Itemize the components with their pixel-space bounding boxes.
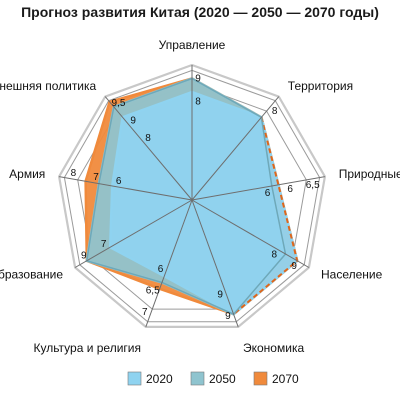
- axis-labels: Управление Территория Природные Население Эк…: [0, 38, 400, 355]
- axis-label: Армия: [9, 167, 45, 181]
- legend-label-2050: 2050: [209, 372, 236, 386]
- grid-ring: [57, 63, 327, 328]
- value-label: 9: [195, 74, 201, 85]
- value-label: 8: [195, 97, 201, 108]
- value-label: 6: [116, 176, 122, 187]
- spoke-7: [59, 176, 193, 201]
- spoke-5: [145, 199, 193, 328]
- value-label: 9: [217, 290, 223, 301]
- value-label: 9: [291, 261, 297, 272]
- radar-series: [84, 77, 299, 316]
- value-label: 7: [101, 239, 107, 250]
- axis-label: Образование: [0, 268, 63, 282]
- value-label: 9: [81, 251, 87, 262]
- legend-swatch-2070: [253, 371, 268, 386]
- value-label: 9: [225, 311, 231, 322]
- value-label: 8: [272, 106, 278, 117]
- value-label: 6,5: [306, 180, 320, 191]
- series-2050-outline: [85, 77, 287, 316]
- value-label: 9: [130, 116, 136, 127]
- spoke-8: [104, 96, 193, 201]
- legend-swatch-2050: [190, 371, 205, 386]
- spoke-2: [191, 176, 325, 201]
- series-2070-dashed-projection: [232, 117, 299, 315]
- legend-swatch-2020: [127, 371, 142, 386]
- legend-label-2020: 2020: [146, 372, 173, 386]
- value-label: 6: [158, 264, 164, 275]
- spoke-1: [191, 96, 280, 201]
- axis-label: Управление: [159, 38, 226, 52]
- chart-title: Прогноз развития Китая (2020 — 2050 — 20…: [21, 4, 379, 20]
- spoke-3: [191, 199, 310, 268]
- axis-label: Природные: [339, 167, 400, 181]
- value-label: 8: [272, 250, 278, 261]
- value-label: 6,5: [146, 286, 160, 297]
- radar-spokes: [59, 65, 325, 328]
- axis-label: Внешняя политика: [0, 79, 97, 93]
- axis-label: Население: [321, 268, 383, 282]
- value-label: 8: [71, 168, 77, 179]
- spoke-4: [191, 199, 239, 328]
- legend-label-2070: 2070: [272, 372, 299, 386]
- value-label: 7: [142, 307, 148, 318]
- legend: 2020 2050 2070: [127, 371, 299, 386]
- grid-ring: [63, 69, 321, 323]
- axis-label: Территория: [288, 79, 353, 93]
- axis-label: Экономика: [243, 341, 304, 355]
- value-label: 7: [93, 172, 99, 183]
- axis-label: Культура и религия: [34, 341, 142, 355]
- value-label: 8: [145, 133, 151, 144]
- value-label: 6: [265, 188, 271, 199]
- value-label: 9,5: [112, 98, 126, 109]
- spoke-6: [74, 199, 193, 268]
- value-label: 6: [287, 184, 293, 195]
